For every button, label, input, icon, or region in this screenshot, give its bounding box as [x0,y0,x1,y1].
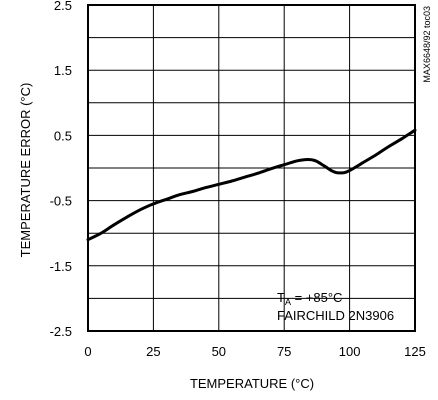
ta-annotation: TA = +85°C [277,290,342,307]
y-axis-title: TEMPERATURE ERROR (°C) [18,83,33,258]
grid-lines [87,4,416,332]
x-tick-label: 125 [404,344,426,359]
temperature-error-line [86,128,417,242]
y-tick-label: 0.5 [54,128,72,143]
y-tick-label: 2.5 [54,0,72,13]
y-tick-label: 1.5 [54,63,72,78]
x-tick-label: 50 [212,344,226,359]
plot-frame [87,4,416,332]
y-tick-label: -0.5 [50,194,72,209]
figure-id: MAX6648/92 toc03 [422,6,432,83]
y-tick-labels: 2.5 1.5 0.5 -0.5 -1.5 -2.5 [50,0,72,339]
x-tick-label: 0 [84,344,91,359]
device-annotation: FAIRCHILD 2N3906 [277,308,394,323]
x-tick-label: 75 [277,344,291,359]
x-tick-labels: 0 25 50 75 100 125 [84,344,425,359]
x-axis-title: TEMPERATURE (°C) [190,376,314,391]
x-tick-label: 25 [146,344,160,359]
x-tick-label: 100 [339,344,361,359]
y-tick-label: -2.5 [50,324,72,339]
y-tick-label: -1.5 [50,259,72,274]
